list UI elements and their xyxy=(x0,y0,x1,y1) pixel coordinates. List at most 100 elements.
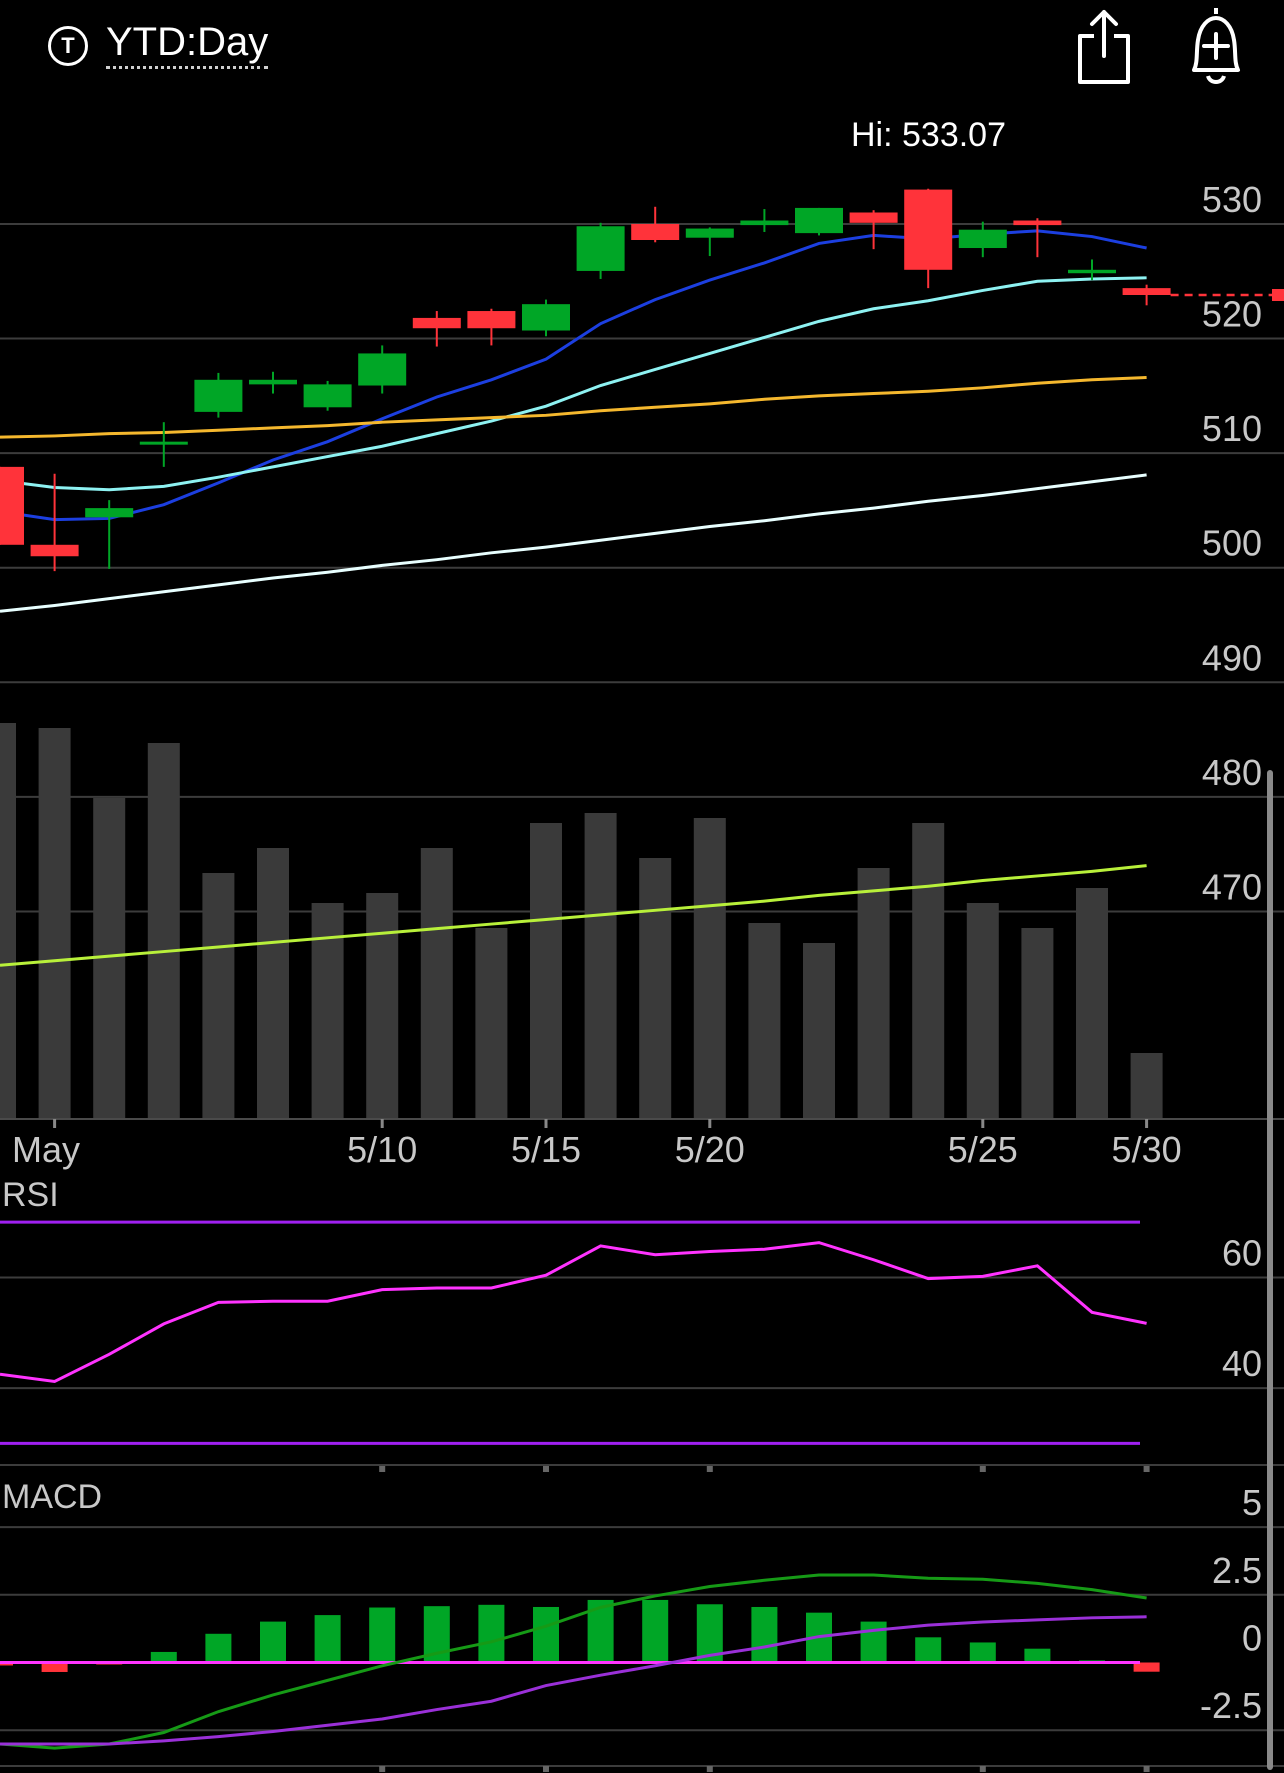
x-tick xyxy=(543,1766,549,1772)
macd-tick-label: 5 xyxy=(1242,1482,1262,1523)
x-tick xyxy=(543,1466,549,1472)
candle-down xyxy=(1122,284,1171,306)
candle-down xyxy=(467,308,516,346)
candle-body xyxy=(1013,220,1062,226)
candle-body xyxy=(0,466,24,545)
candle-up xyxy=(1068,259,1116,281)
candle-up xyxy=(85,500,134,569)
price-tick-label: 520 xyxy=(1202,294,1262,335)
volume-bars xyxy=(0,723,1163,1118)
signal-line xyxy=(0,1615,1147,1746)
macd-panel xyxy=(0,1573,1160,1750)
candle-up xyxy=(303,380,352,411)
date-tick-label: May xyxy=(12,1129,80,1170)
scrollbar[interactable] xyxy=(1267,770,1273,1770)
macd-line xyxy=(0,1573,1147,1750)
share-icon[interactable] xyxy=(1072,6,1136,86)
volume-bar xyxy=(693,818,726,1118)
candle-body xyxy=(1122,288,1171,295)
volume-bar xyxy=(584,813,617,1118)
candle-up xyxy=(685,227,734,257)
moving-average-line xyxy=(0,276,1147,492)
top-bar: T YTD:Day xyxy=(0,0,1284,90)
macd-tick-label: -2.5 xyxy=(1200,1685,1262,1726)
candle-up xyxy=(358,345,407,394)
price-tick-label: 470 xyxy=(1202,866,1262,907)
candle-up xyxy=(522,299,570,337)
rsi-title: RSI xyxy=(2,1176,59,1214)
rsi-line xyxy=(0,1241,1147,1383)
x-tick xyxy=(706,1766,713,1772)
moving-average-line xyxy=(0,473,1147,613)
candle-body xyxy=(849,212,898,223)
candle-body xyxy=(139,441,188,445)
x-tick xyxy=(1143,1466,1150,1472)
macd-histogram-bar xyxy=(860,1621,887,1663)
x-tick xyxy=(379,1466,386,1472)
volume-bar xyxy=(1076,888,1108,1118)
volume-bar xyxy=(366,893,399,1118)
candle-body xyxy=(249,379,297,385)
volume-bar xyxy=(147,743,180,1118)
x-tick xyxy=(1143,1766,1150,1772)
candle-body xyxy=(467,311,516,329)
bell-plus-icon[interactable] xyxy=(1180,4,1252,88)
candle-down xyxy=(904,188,953,289)
x-tick xyxy=(979,1466,986,1472)
rsi-panel xyxy=(0,1220,1147,1445)
candle-down xyxy=(412,311,461,347)
volume-bar xyxy=(530,823,562,1118)
candle-down xyxy=(0,466,24,545)
range-selector[interactable]: YTD:Day xyxy=(106,20,269,69)
candle-body xyxy=(30,544,79,557)
volume-bar xyxy=(803,943,835,1118)
rsi-tick-label: 40 xyxy=(1222,1343,1262,1384)
macd-histogram-bar xyxy=(915,1637,942,1663)
candle-up xyxy=(958,221,1007,258)
macd-histogram-bar xyxy=(751,1606,778,1663)
candle-body xyxy=(358,353,407,386)
price-tick-label: 490 xyxy=(1202,637,1262,678)
candle-up xyxy=(795,207,843,236)
candle-up xyxy=(249,371,297,394)
macd-histogram-bar xyxy=(969,1642,996,1663)
moving-average-line xyxy=(0,376,1147,439)
x-tick xyxy=(379,1766,386,1772)
volume-bar xyxy=(639,858,672,1118)
candle-body xyxy=(631,223,680,240)
candle-body xyxy=(412,317,461,329)
candle-body xyxy=(740,220,789,226)
macd-tick-label: 2.5 xyxy=(1212,1550,1262,1591)
volume-bar xyxy=(202,873,235,1118)
timer-icon[interactable]: T xyxy=(48,26,88,66)
rsi-tick-label: 60 xyxy=(1222,1232,1262,1273)
x-tick xyxy=(706,1466,713,1472)
volume-bar xyxy=(966,903,999,1118)
macd-histogram-bar xyxy=(478,1604,505,1663)
macd-tick-label: 0 xyxy=(1242,1618,1262,1659)
candle-body xyxy=(958,229,1007,249)
volume-bar xyxy=(38,728,71,1118)
price-tick-label: 510 xyxy=(1202,408,1262,449)
candle-up xyxy=(194,372,243,418)
volume-bar xyxy=(257,848,289,1118)
volume-bar xyxy=(420,848,453,1118)
price-tick-label: 500 xyxy=(1202,523,1262,564)
candle-body xyxy=(522,304,570,331)
price-tick-label: 530 xyxy=(1202,179,1262,220)
last-price-marker xyxy=(1272,289,1284,301)
volume-bar xyxy=(1130,1053,1163,1118)
candle-body xyxy=(904,189,953,270)
candle-body xyxy=(303,384,352,408)
candle-body xyxy=(795,207,843,234)
macd-histogram-bar xyxy=(533,1606,559,1663)
macd-histogram-bar xyxy=(205,1633,232,1663)
moving-average-line xyxy=(0,229,1147,522)
candle-body xyxy=(1068,269,1116,274)
candle-up xyxy=(576,222,625,279)
macd-histogram-bar xyxy=(260,1621,286,1663)
macd-histogram-bar xyxy=(1133,1662,1160,1672)
candle-body xyxy=(685,228,734,238)
macd-title: MACD xyxy=(2,1478,102,1516)
